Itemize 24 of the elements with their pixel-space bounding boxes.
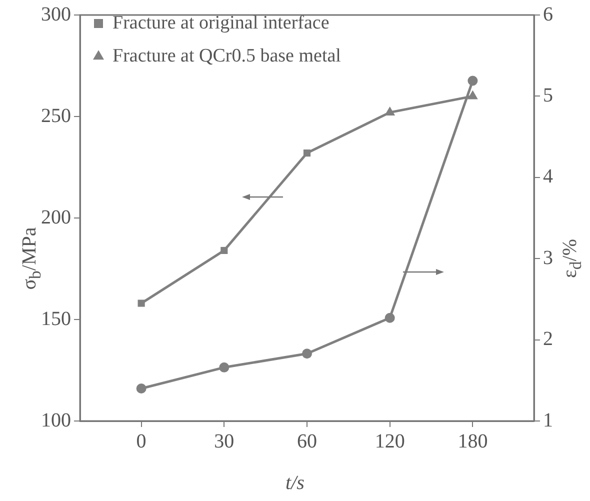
point [384, 312, 395, 323]
y2-tick-label: 2 [543, 328, 553, 350]
legend-label: Fracture at QCr0.5 base metal [112, 45, 341, 66]
y-tick-label: 300 [41, 3, 71, 26]
x-tick-label: 180 [458, 430, 488, 452]
point [136, 384, 146, 394]
y-tick-label: 100 [41, 409, 71, 432]
y2-tick-label: 5 [543, 84, 553, 106]
y2-tick-label: 4 [543, 166, 553, 188]
y2-tick-label: 1 [543, 409, 553, 432]
x-tick-label: 60 [297, 430, 317, 452]
x-tick-label: 30 [214, 430, 234, 452]
y-tick-label: 250 [41, 104, 71, 127]
x-axis-title: t/s [284, 472, 306, 495]
point [468, 76, 478, 86]
y2-tick-label: 6 [543, 3, 553, 26]
point [219, 362, 230, 372]
point [302, 348, 312, 359]
y-tick-label: 150 [41, 308, 71, 330]
x-tick-label: 0 [136, 430, 146, 452]
x-tick-label: 120 [374, 430, 405, 452]
y-tick-label: 200 [41, 206, 71, 228]
y2-tick-label: 3 [543, 246, 553, 269]
legend-label: Fracture at original interface [112, 12, 330, 34]
